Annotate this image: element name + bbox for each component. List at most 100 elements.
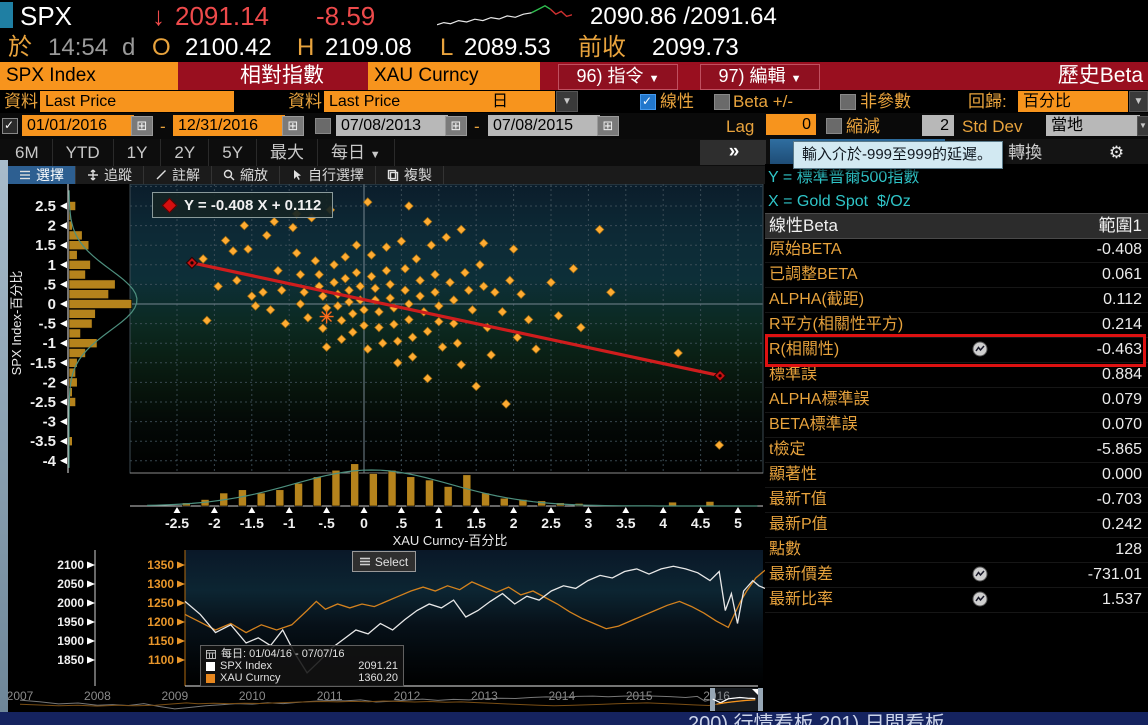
period-tab-最大[interactable]: 最大: [257, 139, 319, 166]
stat-label: 最新價差: [769, 566, 834, 583]
last-price: 2091.14: [175, 1, 269, 31]
period-tab-每日[interactable]: 每日 ▼: [318, 139, 395, 169]
calendar-icon[interactable]: ⊞: [597, 116, 619, 136]
relative-index-label: 相對指數: [240, 64, 324, 87]
periodicity-arrow-icon[interactable]: ▼: [556, 91, 578, 112]
range-dash: -: [474, 117, 480, 136]
linear-checkbox[interactable]: [640, 94, 656, 110]
chart-popout-icon[interactable]: [972, 341, 988, 357]
chart-tool-複製[interactable]: 複製: [376, 166, 444, 184]
calendar-icon[interactable]: ⊞: [445, 116, 467, 136]
window-edge-strip: [0, 160, 8, 712]
svg-text:.5: .5: [396, 515, 408, 531]
stat-label: R平方(相關性平方): [769, 316, 904, 333]
chart-tool-縮放[interactable]: 縮放: [212, 166, 280, 184]
regression-equation: Y = -0.408 X + 0.112: [184, 196, 322, 214]
svg-text:2.5: 2.5: [35, 198, 56, 215]
range1-end-input[interactable]: 12/31/2016: [173, 115, 285, 136]
svg-text:-3.5: -3.5: [30, 433, 56, 450]
stat-label: 最新T值: [769, 491, 827, 508]
stat-value: 0.061: [1101, 266, 1142, 283]
move-icon: [88, 169, 98, 181]
edit-menu-button[interactable]: 97) 編輯 ▼: [700, 64, 820, 90]
period-tab-YTD[interactable]: YTD: [53, 139, 114, 166]
data-label-2: 資料: [288, 92, 322, 111]
regression-type-dropdown[interactable]: 百分比: [1018, 91, 1128, 112]
high-price: 2109.08: [325, 34, 412, 61]
stat-value: 0.000: [1101, 466, 1142, 483]
chart-popout-icon[interactable]: [972, 591, 988, 607]
stat-value: 1.537: [1101, 591, 1142, 608]
chart-tool-追蹤[interactable]: 追蹤: [76, 166, 144, 184]
svg-text:1150: 1150: [148, 634, 174, 648]
stat-row-最新比率: 最新比率 1.537: [765, 587, 1148, 613]
range1-start-input[interactable]: 01/01/2016: [22, 115, 134, 136]
stat-value: 0.884: [1101, 366, 1142, 383]
svg-text:-2: -2: [208, 515, 221, 531]
stat-value: 0.214: [1101, 316, 1142, 333]
expand-button[interactable]: »: [700, 140, 766, 165]
stat-value: -731.01: [1087, 566, 1142, 583]
chart-tool-label: 註解: [172, 167, 200, 183]
stat-value: 0.070: [1101, 416, 1142, 433]
stat-row-標準誤: 標準誤 0.884: [765, 362, 1148, 388]
chart-popout-icon[interactable]: [972, 566, 988, 582]
field2-dropdown[interactable]: Last Price: [324, 91, 518, 112]
svg-text:5: 5: [734, 515, 742, 531]
select-button[interactable]: Select: [352, 551, 416, 572]
chart-tool-註解[interactable]: 註解: [144, 166, 212, 184]
regression-arrow-icon[interactable]: ▼: [1129, 91, 1148, 112]
scatter-chart: 2.521.51.50-.5-1-1.5-2-2.5-3-3.5-4-2.5 -2…: [30, 184, 764, 531]
security1-box[interactable]: SPX Index: [0, 62, 178, 90]
calendar-icon[interactable]: ⊞: [131, 116, 153, 136]
stat-value: 0.112: [1103, 291, 1142, 308]
status-bar-text[interactable]: 200) 行情看板 201) 日間看板: [688, 713, 945, 725]
svg-text:-1: -1: [43, 335, 56, 352]
calendar-icon: [206, 650, 216, 659]
settings-button[interactable]: ⚙: [1085, 139, 1148, 166]
svg-text:-.5: -.5: [318, 515, 335, 531]
winsorize-checkbox[interactable]: [826, 118, 842, 134]
commands-menu-button[interactable]: 96) 指令 ▼: [558, 64, 678, 90]
periodicity-dropdown[interactable]: 日: [487, 91, 555, 112]
range-dash: -: [160, 117, 166, 136]
field1-dropdown[interactable]: Last Price: [40, 91, 234, 112]
beta-pm-checkbox[interactable]: [714, 94, 730, 110]
stat-row-點數: 點數 128: [765, 537, 1148, 563]
nonparametric-checkbox[interactable]: [840, 94, 856, 110]
list-icon: [359, 557, 370, 566]
range2-start-input[interactable]: 07/08/2013: [336, 115, 448, 136]
stat-row-最新價差: 最新價差 -731.01: [765, 562, 1148, 588]
period-tab-5Y[interactable]: 5Y: [209, 139, 258, 166]
svg-text:-1.5: -1.5: [30, 355, 56, 372]
svg-text:2: 2: [510, 515, 518, 531]
chart-tool-label: 選擇: [36, 167, 64, 183]
stddev-input[interactable]: 2: [922, 115, 954, 136]
svg-text:.5: .5: [43, 276, 56, 293]
open-price: 2100.42: [185, 34, 272, 61]
calendar-icon[interactable]: ⊞: [282, 116, 304, 136]
function-banner: SPX Index 相對指數 XAU Curncy 96) 指令 ▼ 97) 編…: [0, 62, 1148, 90]
svg-text:0: 0: [48, 296, 56, 313]
chart-tool-自行選擇[interactable]: 自行選擇: [280, 166, 376, 184]
range2-checkbox[interactable]: [315, 118, 331, 134]
period-tab-2Y[interactable]: 2Y: [161, 139, 210, 166]
session-flag: d: [122, 34, 136, 61]
high-label: H: [297, 34, 315, 61]
stat-value: 128: [1115, 541, 1142, 558]
period-tab-6M[interactable]: 6M: [2, 139, 53, 166]
stat-row-顯著性: 顯著性 0.000: [765, 462, 1148, 488]
chart-tool-選擇[interactable]: 選擇: [8, 166, 76, 184]
timezone-arrow-icon[interactable]: ▼: [1137, 116, 1148, 136]
lag-input[interactable]: 0: [766, 114, 816, 135]
navigator-selection[interactable]: [710, 688, 763, 711]
stat-label: ALPHA標準誤: [769, 391, 870, 408]
period-tab-1Y[interactable]: 1Y: [114, 139, 162, 166]
timezone-dropdown[interactable]: 當地: [1046, 115, 1140, 136]
svg-text:1950: 1950: [57, 615, 84, 629]
security2-box[interactable]: XAU Curncy: [368, 62, 540, 90]
svg-text:3.5: 3.5: [616, 515, 636, 531]
range1-checkbox[interactable]: [2, 118, 18, 134]
svg-text:-3: -3: [43, 414, 56, 431]
range2-end-input[interactable]: 07/08/2015: [488, 115, 600, 136]
